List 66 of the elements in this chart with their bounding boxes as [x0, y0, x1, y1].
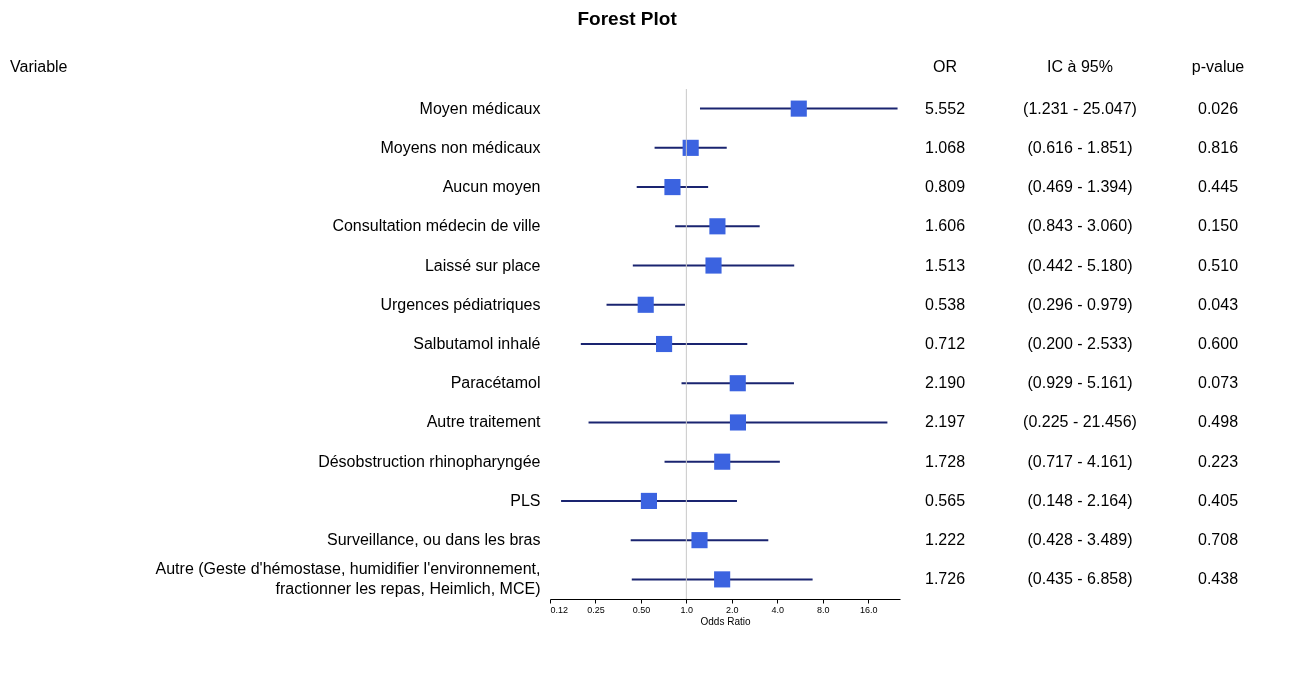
text: 0.498 [1197, 413, 1239, 431]
data-label: 2.190 [924, 374, 966, 392]
text: (0.616 - 1.851) [1027, 138, 1133, 156]
text: (0.469 - 1.394) [1027, 178, 1133, 196]
y-tick-label: Consultation médecin de ville [332, 217, 541, 235]
data-label: 5.552 [924, 99, 966, 117]
text: (0.200 - 2.533) [1027, 335, 1133, 352]
data-label: 1.728 [924, 452, 966, 470]
text: (1.231 - 25.047) [1023, 99, 1137, 117]
x-tick-label: 1.0 [680, 604, 694, 615]
text: (0.148 - 2.164) [1027, 491, 1133, 509]
x-tick-label: 16.0 [859, 604, 878, 615]
text: 0.073 [1197, 374, 1239, 392]
text: 0.150 [1197, 217, 1239, 235]
data-label: 1.222 [924, 531, 966, 549]
text: (0.435 - 6.858) [1027, 570, 1133, 588]
x-tick-label: 4.0 [771, 604, 785, 615]
text: 0.405 [1197, 491, 1239, 509]
data-label: 0.809 [924, 178, 966, 196]
y-tick-label: PLS [510, 491, 541, 509]
text: 0.510 [1197, 256, 1239, 274]
text: (0.442 - 5.180) [1027, 256, 1133, 274]
y-tick-label: Laissé sur place [424, 256, 541, 274]
data-label: 0.565 [924, 491, 966, 509]
y-tick-label: Salbutamol inhalé [413, 335, 541, 352]
text: (0.225 - 21.456) [1023, 413, 1137, 431]
text: (0.428 - 3.489) [1027, 531, 1133, 549]
x-tick-label: 0.12 [550, 604, 569, 615]
text: 0.223 [1197, 452, 1239, 470]
x-tick-label: 2.0 [726, 604, 739, 615]
data-label: 0.538 [924, 295, 966, 313]
text: 0.445 [1197, 178, 1239, 196]
y-tick-label: Moyens non médicaux [380, 138, 541, 156]
text: (0.843 - 3.060) [1027, 217, 1133, 235]
y-tick-label: Autre traitement [426, 413, 542, 431]
y-tick-label: Aucun moyen [442, 178, 541, 196]
text: 0.043 [1197, 295, 1239, 313]
text: OR [933, 58, 957, 75]
data-label: 0.712 [924, 335, 966, 352]
text: Variable [10, 58, 68, 75]
y-tick-label: Désobstruction rhinopharyngée [318, 452, 541, 470]
text: IC à 95% [1047, 58, 1113, 75]
y-tick-label: Paracétamol [450, 374, 541, 392]
y-tick-label: Surveillance, ou dans les bras [327, 531, 541, 549]
data-label: 2.197 [924, 413, 966, 431]
text: 0.600 [1197, 335, 1239, 352]
data-label: 1.726 [924, 570, 966, 588]
x-tick-label: 0.50 [632, 604, 651, 615]
y-tick-label: Urgences pédiatriques [380, 295, 541, 313]
chart-title: Forest Plot [577, 8, 678, 29]
text: 0.026 [1197, 99, 1239, 117]
y-tick-label: Moyen médicaux [419, 99, 541, 117]
data-label: 1.068 [924, 138, 966, 156]
text: 0.708 [1197, 531, 1239, 549]
y-tick-label: Autre (Geste d'hémostase, humidifier l'environnement, fractionner les repas, Heimlich, MCE) [155, 560, 541, 598]
text: 0.816 [1197, 138, 1239, 156]
text: (0.717 - 4.161) [1027, 452, 1133, 470]
x-tick-label: 0.25 [587, 604, 605, 615]
text: p-value [1191, 58, 1245, 75]
data-label: 1.513 [924, 256, 966, 274]
text: 0.438 [1197, 570, 1239, 588]
x-axis-title: Odds Ratio [700, 615, 751, 627]
x-tick-label: 8.0 [816, 604, 830, 615]
text: (0.296 - 0.979) [1027, 295, 1133, 313]
data-label: 1.606 [924, 217, 966, 235]
text: (0.929 - 5.161) [1027, 374, 1133, 392]
